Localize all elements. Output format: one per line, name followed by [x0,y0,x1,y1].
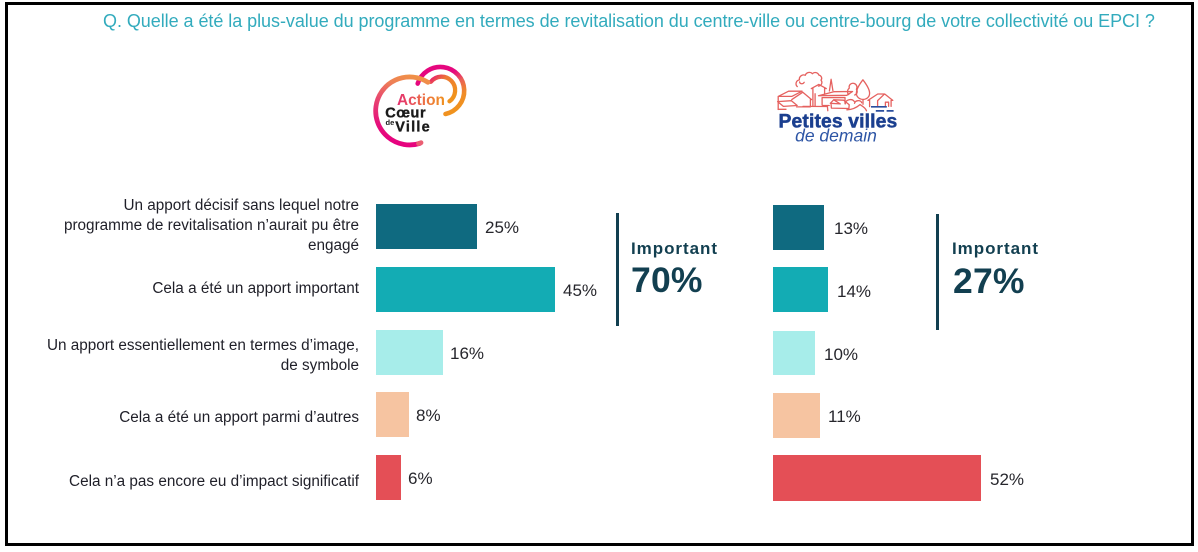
svg-text:Cœur: Cœur [385,106,426,122]
svg-text:de demain: de demain [795,126,877,146]
svg-text:de: de [386,118,395,127]
svg-text:Action: Action [397,92,445,109]
svg-text:Ville: Ville [395,119,431,135]
svg-text:Petites villes: Petites villes [779,111,898,132]
